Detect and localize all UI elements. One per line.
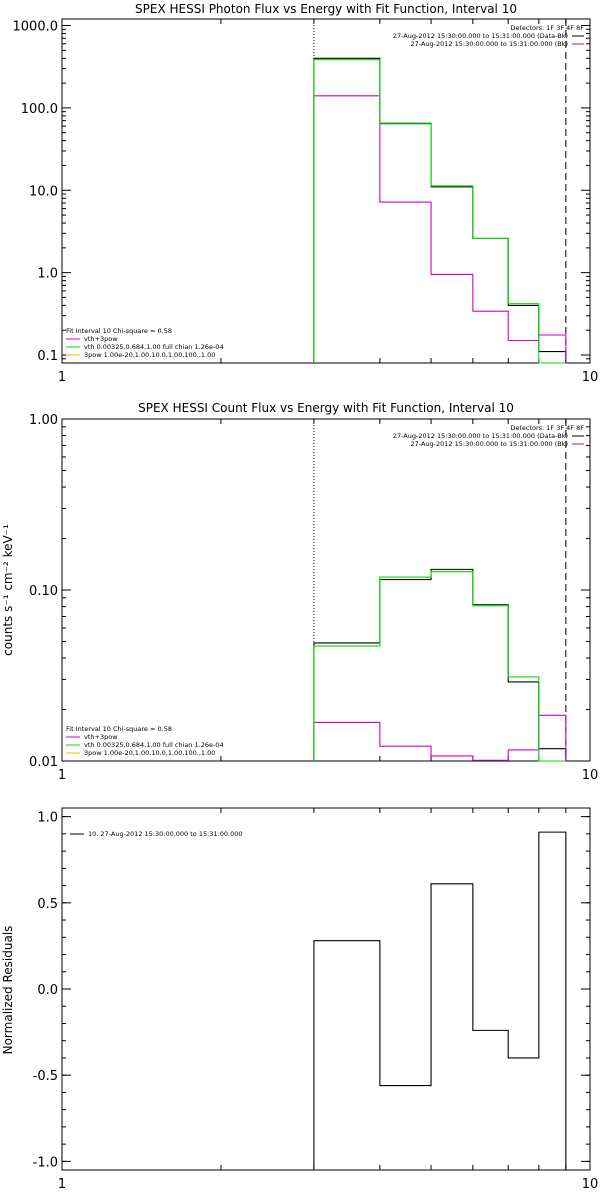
photon-legend-text: Fit Interval 10 Chi-square = 0.58 [66, 327, 172, 335]
count-legend-text: vth 0.00325,0.684,1.00 full chian 1.26e-… [84, 741, 224, 749]
resid-series-0-step-line [313, 831, 567, 1170]
count-legend-text: vth+3pow [84, 733, 118, 741]
count-series-0-step-line [313, 568, 567, 761]
count-y-tick-label: 0.01 [29, 755, 58, 770]
resid-y-tick-label: 1.0 [37, 811, 58, 826]
photon-y-tick-label: 100.0 [21, 102, 58, 117]
resid-y-tick-label: 0.5 [37, 897, 58, 912]
resid-y-tick-label: -0.5 [33, 1069, 58, 1084]
residuals-plot-frame [61, 807, 591, 1171]
count-series-1-step-line [313, 714, 567, 761]
count-x-tick-label: 1 [58, 768, 66, 783]
photon-legend-text: Detectors: 1F 3F 4F 8F [510, 24, 584, 32]
count-legend-text: 27-Aug-2012 15:30:00.000 to 15:31:00.000… [393, 432, 568, 440]
photon-flux-panel: SPEX HESSI Photon Flux vs Energy with Fi… [13, 2, 599, 385]
count-y-axis-label: counts s⁻¹ cm⁻² keV⁻¹ [1, 524, 15, 656]
residuals-panel: Normalized Residuals -1.0 -0.5 0.0 0.5 1.0 1 1… [1, 807, 599, 1192]
photon-panel-title: SPEX HESSI Photon Flux vs Energy with Fi… [135, 2, 517, 16]
photon-legend-text: 27-Aug-2012 15:30:00.000 to 15:31:00.000… [393, 32, 568, 40]
photon-legend-text: 3pow 1.00e-20,1.00,10.0,1.00,100.,1.00 [84, 351, 215, 359]
count-flux-panel: SPEX HESSI Count Flux vs Energy with Fit… [1, 401, 598, 783]
photon-series-1-step-line [313, 95, 567, 363]
count-legend-text: Detectors: 1F 3F 4F 8F [510, 424, 584, 432]
photon-series-2-step-line [313, 59, 566, 364]
photon-legend-text: vth+3pow [84, 335, 118, 343]
count-legend-text: Fit Interval 10 Chi-square = 0.58 [66, 725, 172, 733]
count-y-tick-label: 0.10 [29, 584, 58, 599]
count-x-tick-label: 10 [582, 768, 599, 783]
photon-legend-text: 27-Aug-2012 15:30:00.000 to 15:31:00.000… [411, 40, 568, 48]
resid-y-tick-label: -1.0 [33, 1155, 58, 1170]
photon-y-tick-label: 1.0 [37, 267, 58, 282]
photon-y-tick-label: 1000.0 [13, 20, 59, 35]
photon-y-tick-label: 0.1 [37, 349, 58, 364]
photon-legend-text: vth 0.00325,0.684,1.00 full chian 1.26e-… [84, 343, 224, 351]
count-y-tick-label: 1.00 [29, 413, 58, 428]
residuals-y-axis-label: Normalized Residuals [1, 926, 15, 1055]
resid-y-tick-label: 0.0 [37, 983, 58, 998]
photon-y-tick-label: 10.0 [29, 184, 58, 199]
resid-legend-text: 10. 27-Aug-2012 15:30:00.000 to 15:31:00… [88, 830, 243, 838]
count-legend-text: 3pow 1.00e-20,1.00,10.0,1.00,100.,1.00 [84, 749, 215, 757]
photon-x-tick-label: 10 [582, 370, 599, 385]
photon-x-tick-label: 1 [58, 370, 66, 385]
resid-x-tick-label: 1 [58, 1177, 66, 1192]
count-legend-text: 27-Aug-2012 15:30:00.000 to 15:31:00.000… [411, 440, 568, 448]
count-series-2-step-line [313, 571, 566, 762]
resid-x-tick-label: 10 [582, 1177, 599, 1192]
photon-series-0-step-line [313, 57, 567, 363]
count-plot-frame [61, 418, 591, 762]
photon-plot-frame [61, 18, 591, 364]
count-panel-title: SPEX HESSI Count Flux vs Energy with Fit… [138, 401, 514, 415]
